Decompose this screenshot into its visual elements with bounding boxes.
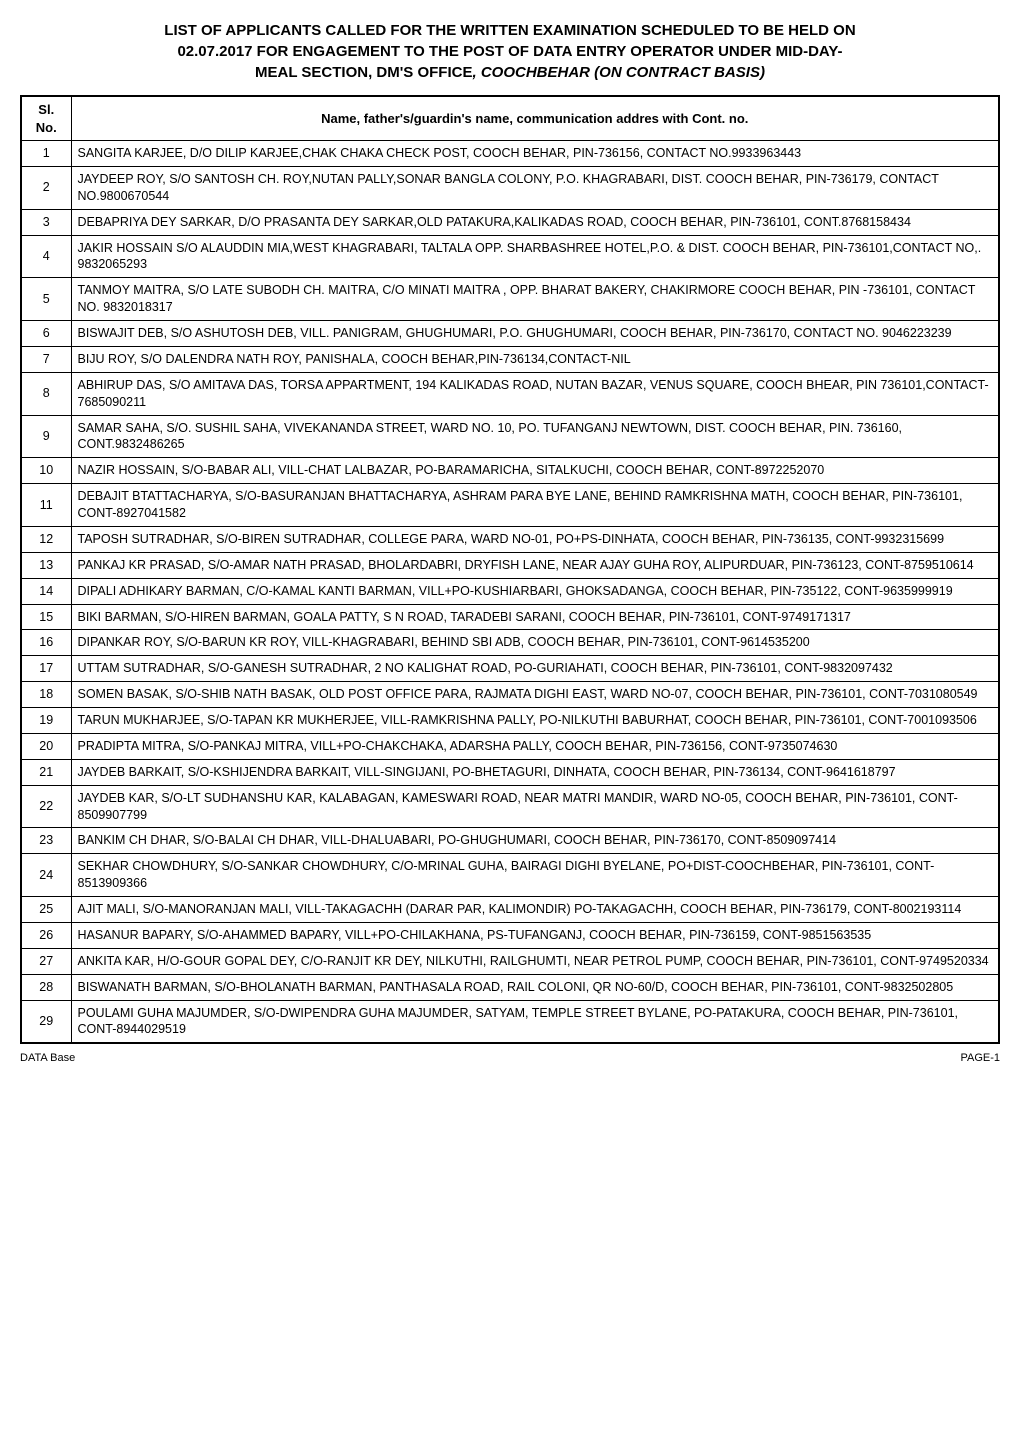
name-cell: DEBAJIT BTATTACHARYA, S/O-BASURANJAN BHA… — [71, 484, 999, 527]
sl-cell: 8 — [21, 372, 71, 415]
name-cell: SOMEN BASAK, S/O-SHIB NATH BASAK, OLD PO… — [71, 682, 999, 708]
table-row: 9SAMAR SAHA, S/O. SUSHIL SAHA, VIVEKANAN… — [21, 415, 999, 458]
sl-cell: 24 — [21, 854, 71, 897]
table-header-row: Sl. No. Name, father's/guardin's name, c… — [21, 96, 999, 141]
name-cell: PRADIPTA MITRA, S/O-PANKAJ MITRA, VILL+P… — [71, 733, 999, 759]
name-cell: DEBAPRIYA DEY SARKAR, D/O PRASANTA DEY S… — [71, 209, 999, 235]
table-row: 17UTTAM SUTRADHAR, S/O-GANESH SUTRADHAR,… — [21, 656, 999, 682]
name-cell: POULAMI GUHA MAJUMDER, S/O-DWIPENDRA GUH… — [71, 1000, 999, 1043]
document-title: LIST OF APPLICANTS CALLED FOR THE WRITTE… — [20, 20, 1000, 83]
sl-cell: 27 — [21, 948, 71, 974]
table-row: 7BIJU ROY, S/O DALENDRA NATH ROY, PANISH… — [21, 346, 999, 372]
title-line-1: LIST OF APPLICANTS CALLED FOR THE WRITTE… — [164, 22, 855, 39]
name-cell: TARUN MUKHARJEE, S/O-TAPAN KR MUKHERJEE,… — [71, 708, 999, 734]
table-row: 15BIKI BARMAN, S/O-HIREN BARMAN, GOALA P… — [21, 604, 999, 630]
sl-cell: 14 — [21, 578, 71, 604]
sl-cell: 23 — [21, 828, 71, 854]
name-cell: SAMAR SAHA, S/O. SUSHIL SAHA, VIVEKANAND… — [71, 415, 999, 458]
name-cell: BIKI BARMAN, S/O-HIREN BARMAN, GOALA PAT… — [71, 604, 999, 630]
sl-cell: 4 — [21, 235, 71, 278]
name-cell: SEKHAR CHOWDHURY, S/O-SANKAR CHOWDHURY, … — [71, 854, 999, 897]
table-row: 18SOMEN BASAK, S/O-SHIB NATH BASAK, OLD … — [21, 682, 999, 708]
table-row: 12TAPOSH SUTRADHAR, S/O-BIREN SUTRADHAR,… — [21, 526, 999, 552]
name-cell: ANKITA KAR, H/O-GOUR GOPAL DEY, C/O-RANJ… — [71, 948, 999, 974]
name-cell: JAYDEB KAR, S/O-LT SUDHANSHU KAR, KALABA… — [71, 785, 999, 828]
name-cell: DIPALI ADHIKARY BARMAN, C/O-KAMAL KANTI … — [71, 578, 999, 604]
table-row: 5TANMOY MAITRA, S/O LATE SUBODH CH. MAIT… — [21, 278, 999, 321]
table-row: 11DEBAJIT BTATTACHARYA, S/O-BASURANJAN B… — [21, 484, 999, 527]
column-header-sl: Sl. No. — [21, 96, 71, 141]
sl-cell: 16 — [21, 630, 71, 656]
name-cell: JAKIR HOSSAIN S/O ALAUDDIN MIA,WEST KHAG… — [71, 235, 999, 278]
sl-cell: 3 — [21, 209, 71, 235]
table-row: 27ANKITA KAR, H/O-GOUR GOPAL DEY, C/O-RA… — [21, 948, 999, 974]
table-row: 4JAKIR HOSSAIN S/O ALAUDDIN MIA,WEST KHA… — [21, 235, 999, 278]
sl-cell: 17 — [21, 656, 71, 682]
name-cell: JAYDEB BARKAIT, S/O-KSHIJENDRA BARKAIT, … — [71, 759, 999, 785]
sl-cell: 12 — [21, 526, 71, 552]
name-cell: HASANUR BAPARY, S/O-AHAMMED BAPARY, VILL… — [71, 922, 999, 948]
table-row: 8ABHIRUP DAS, S/O AMITAVA DAS, TORSA APP… — [21, 372, 999, 415]
sl-cell: 19 — [21, 708, 71, 734]
sl-cell: 10 — [21, 458, 71, 484]
name-cell: SANGITA KARJEE, D/O DILIP KARJEE,CHAK CH… — [71, 141, 999, 167]
table-row: 22JAYDEB KAR, S/O-LT SUDHANSHU KAR, KALA… — [21, 785, 999, 828]
table-row: 2JAYDEEP ROY, S/O SANTOSH CH. ROY,NUTAN … — [21, 166, 999, 209]
name-cell: PANKAJ KR PRASAD, S/O-AMAR NATH PRASAD, … — [71, 552, 999, 578]
table-row: 29POULAMI GUHA MAJUMDER, S/O-DWIPENDRA G… — [21, 1000, 999, 1043]
table-row: 26HASANUR BAPARY, S/O-AHAMMED BAPARY, VI… — [21, 922, 999, 948]
sl-cell: 18 — [21, 682, 71, 708]
table-row: 28BISWANATH BARMAN, S/O-BHOLANATH BARMAN… — [21, 974, 999, 1000]
name-cell: AJIT MALI, S/O-MANORANJAN MALI, VILL-TAK… — [71, 897, 999, 923]
table-row: 25AJIT MALI, S/O-MANORANJAN MALI, VILL-T… — [21, 897, 999, 923]
name-cell: NAZIR HOSSAIN, S/O-BABAR ALI, VILL-CHAT … — [71, 458, 999, 484]
applicants-table: Sl. No. Name, father's/guardin's name, c… — [20, 95, 1000, 1044]
name-cell: TANMOY MAITRA, S/O LATE SUBODH CH. MAITR… — [71, 278, 999, 321]
sl-cell: 15 — [21, 604, 71, 630]
sl-cell: 20 — [21, 733, 71, 759]
sl-cell: 5 — [21, 278, 71, 321]
sl-cell: 26 — [21, 922, 71, 948]
table-row: 21JAYDEB BARKAIT, S/O-KSHIJENDRA BARKAIT… — [21, 759, 999, 785]
sl-cell: 2 — [21, 166, 71, 209]
page-footer: DATA Base PAGE-1 — [20, 1052, 1000, 1064]
name-cell: JAYDEEP ROY, S/O SANTOSH CH. ROY,NUTAN P… — [71, 166, 999, 209]
name-cell: BISWANATH BARMAN, S/O-BHOLANATH BARMAN, … — [71, 974, 999, 1000]
name-cell: TAPOSH SUTRADHAR, S/O-BIREN SUTRADHAR, C… — [71, 526, 999, 552]
sl-cell: 21 — [21, 759, 71, 785]
table-row: 6BISWAJIT DEB, S/O ASHUTOSH DEB, VILL. P… — [21, 321, 999, 347]
table-row: 24SEKHAR CHOWDHURY, S/O-SANKAR CHOWDHURY… — [21, 854, 999, 897]
title-line-2: 02.07.2017 FOR ENGAGEMENT TO THE POST OF… — [177, 43, 842, 60]
sl-cell: 29 — [21, 1000, 71, 1043]
name-cell: UTTAM SUTRADHAR, S/O-GANESH SUTRADHAR, 2… — [71, 656, 999, 682]
table-row: 20PRADIPTA MITRA, S/O-PANKAJ MITRA, VILL… — [21, 733, 999, 759]
table-row: 3DEBAPRIYA DEY SARKAR, D/O PRASANTA DEY … — [21, 209, 999, 235]
sl-cell: 28 — [21, 974, 71, 1000]
sl-cell: 7 — [21, 346, 71, 372]
column-header-name: Name, father's/guardin's name, communica… — [71, 96, 999, 141]
name-cell: BIJU ROY, S/O DALENDRA NATH ROY, PANISHA… — [71, 346, 999, 372]
table-row: 14DIPALI ADHIKARY BARMAN, C/O-KAMAL KANT… — [21, 578, 999, 604]
footer-left: DATA Base — [20, 1052, 75, 1064]
sl-cell: 11 — [21, 484, 71, 527]
footer-right: PAGE-1 — [960, 1052, 1000, 1064]
sl-cell: 25 — [21, 897, 71, 923]
name-cell: BISWAJIT DEB, S/O ASHUTOSH DEB, VILL. PA… — [71, 321, 999, 347]
table-row: 19TARUN MUKHARJEE, S/O-TAPAN KR MUKHERJE… — [21, 708, 999, 734]
table-row: 16DIPANKAR ROY, S/O-BARUN KR ROY, VILL-K… — [21, 630, 999, 656]
table-row: 23BANKIM CH DHAR, S/O-BALAI CH DHAR, VIL… — [21, 828, 999, 854]
sl-cell: 9 — [21, 415, 71, 458]
name-cell: ABHIRUP DAS, S/O AMITAVA DAS, TORSA APPA… — [71, 372, 999, 415]
title-line-3-plain: MEAL SECTION, DM'S OFFICE — [255, 64, 472, 81]
sl-cell: 6 — [21, 321, 71, 347]
name-cell: DIPANKAR ROY, S/O-BARUN KR ROY, VILL-KHA… — [71, 630, 999, 656]
table-row: 1SANGITA KARJEE, D/O DILIP KARJEE,CHAK C… — [21, 141, 999, 167]
sl-cell: 22 — [21, 785, 71, 828]
table-row: 13PANKAJ KR PRASAD, S/O-AMAR NATH PRASAD… — [21, 552, 999, 578]
sl-cell: 13 — [21, 552, 71, 578]
sl-cell: 1 — [21, 141, 71, 167]
name-cell: BANKIM CH DHAR, S/O-BALAI CH DHAR, VILL-… — [71, 828, 999, 854]
title-line-3-italic: , COOCHBEHAR (ON CONTRACT BASIS) — [472, 64, 765, 81]
table-row: 10NAZIR HOSSAIN, S/O-BABAR ALI, VILL-CHA… — [21, 458, 999, 484]
